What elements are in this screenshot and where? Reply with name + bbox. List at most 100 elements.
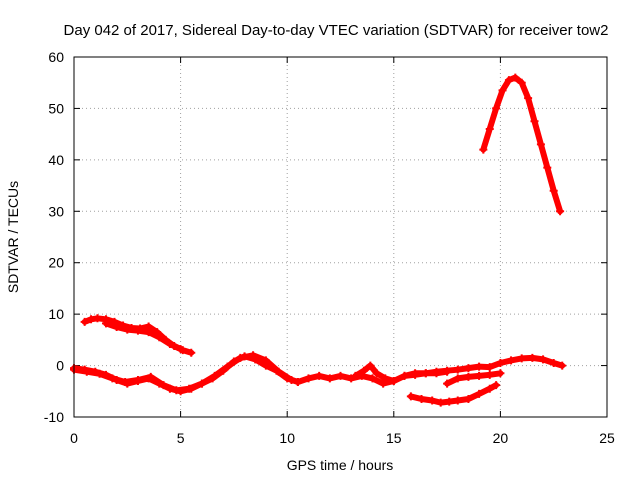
- axis-ticks: 0 5 10 15 20 25 -10 0 10 20 30 40 50 60: [44, 49, 615, 446]
- series-arc-late-low: [401, 354, 566, 379]
- data-point: [293, 378, 302, 387]
- data-point: [479, 145, 488, 154]
- y-tick-label: -10: [44, 409, 64, 425]
- data-point: [315, 371, 324, 380]
- y-tick-label: 30: [48, 203, 64, 219]
- data-point: [511, 73, 520, 82]
- x-tick-label: 5: [177, 430, 185, 446]
- data-point: [249, 351, 258, 360]
- data-point: [108, 374, 117, 383]
- data-point: [445, 397, 454, 406]
- y-tick-label: 10: [48, 306, 64, 322]
- data-point: [381, 374, 390, 383]
- data-point: [261, 356, 270, 365]
- data-point: [336, 371, 345, 380]
- data-point: [475, 362, 484, 371]
- x-tick-label: 25: [599, 430, 615, 446]
- y-tick-label: 50: [48, 100, 64, 116]
- data-point: [172, 386, 181, 395]
- data-point: [536, 140, 545, 149]
- data-point: [528, 353, 537, 362]
- data-point: [504, 76, 513, 85]
- data-point: [485, 125, 494, 133]
- data-point: [372, 369, 381, 378]
- data-point: [155, 333, 164, 342]
- data-point: [144, 328, 153, 337]
- data-point: [236, 353, 245, 362]
- data-point: [366, 361, 375, 370]
- data-point: [304, 374, 313, 383]
- series-arc-late-bottom: [407, 382, 500, 406]
- data-point: [496, 359, 505, 367]
- data-point: [517, 354, 526, 363]
- data-point: [185, 384, 194, 393]
- x-tick-label: 0: [70, 430, 78, 446]
- data-point: [464, 372, 473, 381]
- data-point: [274, 367, 283, 376]
- data-point: [453, 396, 462, 405]
- data-point: [530, 117, 539, 126]
- data-series: [70, 73, 567, 407]
- data-point: [556, 207, 565, 216]
- data-point: [492, 381, 501, 390]
- data-point: [517, 78, 526, 87]
- data-point: [187, 348, 196, 357]
- data-point: [507, 356, 516, 365]
- data-point: [159, 381, 168, 390]
- chart-title: Day 042 of 2017, Sidereal Day-to-day VTE…: [64, 22, 609, 39]
- y-tick-label: 40: [48, 152, 64, 168]
- data-point: [112, 323, 121, 331]
- data-point: [368, 374, 377, 383]
- data-point: [121, 378, 130, 387]
- data-point: [558, 361, 567, 370]
- data-point: [485, 384, 494, 393]
- data-point: [351, 371, 360, 380]
- data-point: [359, 366, 368, 375]
- data-point: [417, 395, 426, 403]
- data-point: [543, 163, 552, 172]
- data-point: [475, 389, 484, 398]
- data-point: [464, 364, 473, 373]
- data-point: [165, 339, 174, 348]
- data-point: [400, 371, 409, 380]
- data-point: [443, 379, 452, 388]
- data-point: [411, 369, 420, 378]
- data-point: [475, 371, 484, 380]
- data-point: [287, 375, 296, 384]
- grid: [74, 57, 607, 417]
- data-point: [485, 363, 494, 372]
- data-point: [432, 367, 441, 376]
- data-point: [496, 369, 505, 378]
- data-point: [464, 395, 473, 403]
- plot-frame: [73, 56, 608, 418]
- data-point: [539, 355, 548, 364]
- data-point: [549, 186, 558, 195]
- data-point: [95, 369, 104, 378]
- x-tick-label: 15: [386, 430, 402, 446]
- y-tick-label: 60: [48, 49, 64, 65]
- data-point: [453, 365, 462, 374]
- data-point: [133, 326, 142, 335]
- data-point: [498, 86, 507, 95]
- data-point: [197, 379, 206, 388]
- y-tick-label: 20: [48, 255, 64, 271]
- data-point: [146, 372, 155, 381]
- data-point: [101, 319, 110, 328]
- x-tick-label: 10: [279, 430, 295, 446]
- data-point: [428, 396, 437, 405]
- data-point: [210, 371, 219, 380]
- data-point: [524, 94, 533, 103]
- data-point: [87, 315, 96, 324]
- data-point: [389, 377, 398, 385]
- data-point: [223, 362, 232, 371]
- data-point: [80, 317, 89, 326]
- data-point: [453, 374, 462, 383]
- data-point: [93, 314, 102, 323]
- data-point: [379, 379, 388, 388]
- data-point: [549, 359, 558, 367]
- y-tick-label: 0: [56, 358, 64, 374]
- data-point: [82, 367, 91, 376]
- x-tick-label: 20: [493, 430, 509, 446]
- data-point: [176, 345, 185, 354]
